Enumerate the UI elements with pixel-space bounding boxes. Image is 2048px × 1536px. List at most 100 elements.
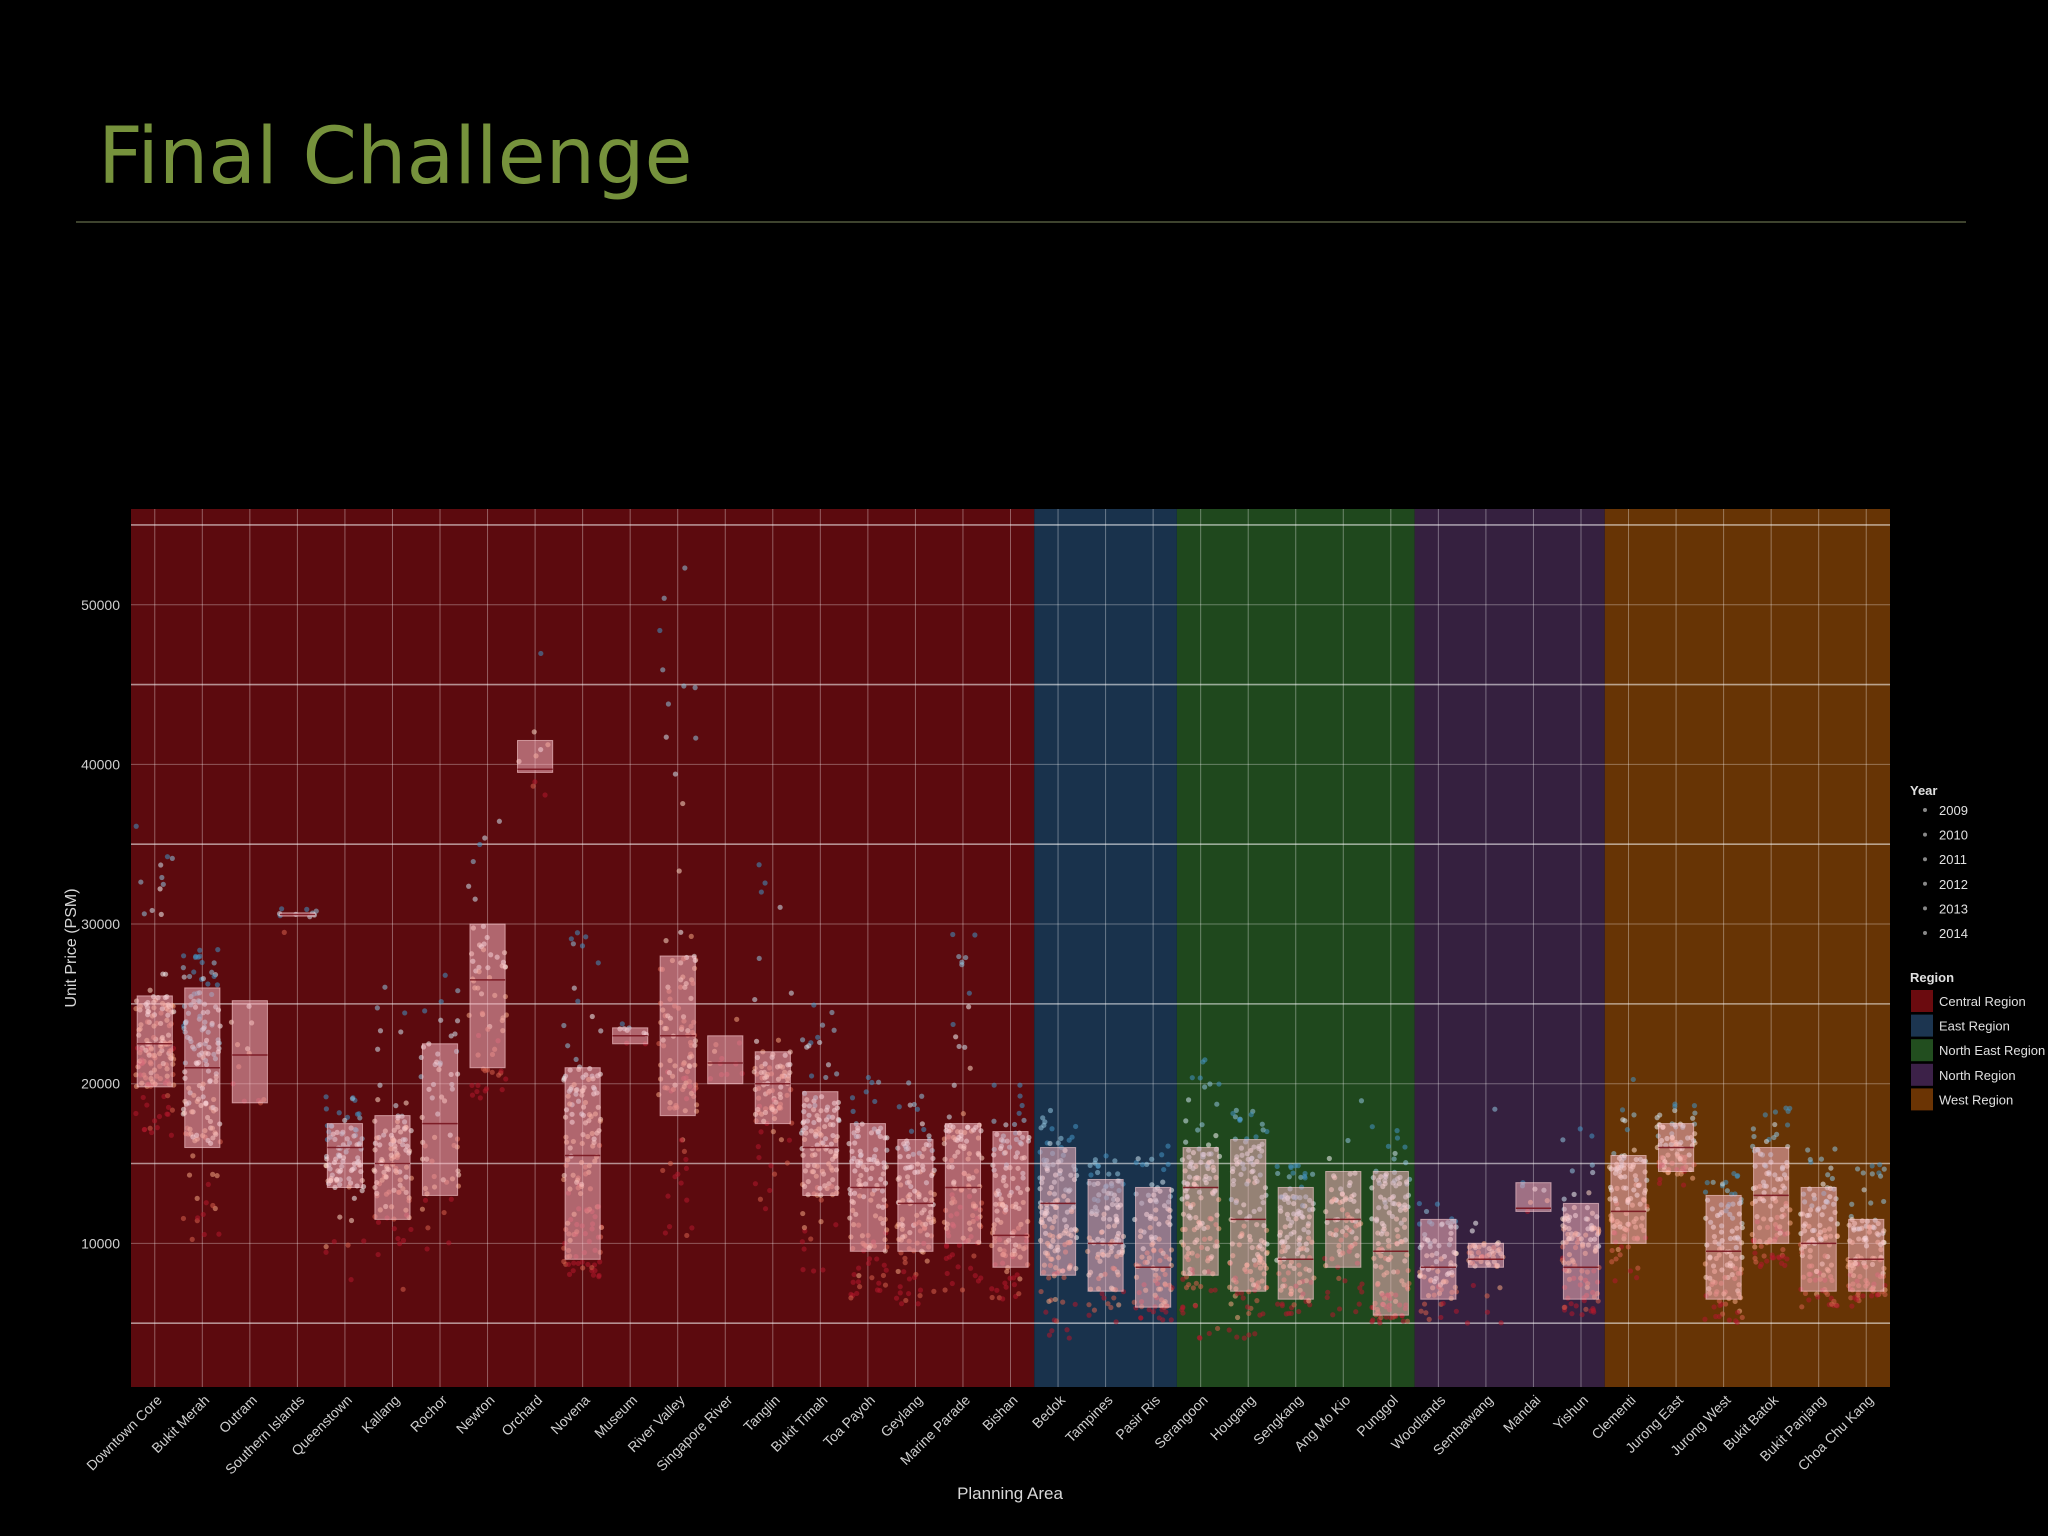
box-iqr (1135, 1186, 1172, 1308)
data-point (470, 858, 476, 865)
box-iqr (1562, 1202, 1600, 1300)
data-point (1828, 1165, 1834, 1171)
data-point (1400, 1318, 1406, 1324)
legend-year-marker (1923, 857, 1927, 862)
data-point (472, 896, 478, 902)
data-point (195, 1215, 201, 1221)
data-point (1726, 1317, 1732, 1323)
data-point (575, 998, 581, 1004)
data-point (144, 1102, 150, 1108)
y-axis: 10000 20000 30000 40000 50000 (81, 597, 120, 1252)
data-point (1772, 1121, 1778, 1128)
data-point (590, 1272, 597, 1278)
data-point (661, 595, 667, 601)
data-point (1228, 1301, 1234, 1307)
data-point (666, 1224, 673, 1230)
data-point (1764, 1258, 1770, 1264)
data-point (484, 1067, 491, 1073)
data-point (1834, 1303, 1840, 1309)
data-point (561, 1022, 567, 1029)
data-point (919, 1121, 925, 1127)
data-point (164, 854, 171, 860)
x-tick-label: Geylang (877, 1392, 925, 1440)
data-point (205, 981, 211, 987)
data-point (1213, 1133, 1219, 1139)
data-point (1290, 1170, 1296, 1176)
box-iqr (1182, 1147, 1219, 1276)
box-iqr (1420, 1218, 1457, 1300)
data-point (917, 1293, 923, 1299)
data-point (924, 1258, 930, 1264)
box-iqr (992, 1131, 1029, 1268)
data-point (597, 1259, 603, 1265)
data-point (966, 990, 972, 996)
data-point (1066, 1335, 1072, 1341)
data-point (1146, 1307, 1152, 1313)
data-point (874, 1287, 881, 1293)
box-iqr (1230, 1139, 1267, 1292)
data-point (159, 874, 165, 881)
data-point (1149, 1156, 1155, 1162)
data-point (1330, 1312, 1336, 1318)
data-point (1678, 1171, 1684, 1177)
data-point (1484, 1293, 1490, 1299)
data-point (1307, 1302, 1313, 1308)
data-point (1246, 1332, 1252, 1338)
data-point (672, 771, 679, 777)
data-point (1200, 1059, 1206, 1065)
data-point (896, 1104, 902, 1110)
data-point (1043, 1309, 1049, 1315)
data-point (818, 1197, 824, 1203)
data-point (1680, 1182, 1687, 1188)
data-point (667, 1160, 674, 1167)
data-point (903, 1297, 909, 1304)
y-axis-title: Unit Price (PSM) (63, 888, 80, 1007)
legend-region-label: North Region (1939, 1068, 2016, 1083)
data-point (1416, 1200, 1422, 1207)
data-point (1388, 1315, 1394, 1321)
data-point (1423, 1208, 1430, 1215)
data-point (688, 933, 694, 939)
data-point (800, 1267, 806, 1273)
data-point (477, 1095, 483, 1101)
data-point (897, 1284, 903, 1290)
data-point (147, 987, 153, 993)
data-point (823, 1074, 829, 1081)
data-point (205, 1181, 211, 1188)
data-point (768, 1163, 774, 1169)
data-point (893, 1295, 900, 1301)
data-point (191, 969, 197, 975)
data-point (1021, 1117, 1027, 1123)
data-point (811, 1002, 817, 1008)
data-point (133, 1110, 139, 1117)
data-point (1630, 1076, 1636, 1083)
data-point (829, 1009, 835, 1016)
data-point (882, 1282, 889, 1288)
data-point (1772, 1109, 1779, 1115)
data-point (1165, 1161, 1171, 1167)
legend-region-label: East Region (1939, 1019, 2010, 1034)
data-point (1011, 1121, 1018, 1128)
data-point (758, 1129, 764, 1135)
data-point (1047, 1140, 1053, 1147)
data-point (850, 1108, 856, 1114)
data-point (1595, 1298, 1601, 1304)
data-point (393, 1103, 399, 1109)
data-point (942, 1287, 948, 1293)
data-point (1253, 1134, 1259, 1140)
box-iqr (374, 1115, 411, 1220)
data-point (1111, 1295, 1117, 1301)
data-point (848, 1295, 854, 1301)
data-point (585, 1261, 591, 1268)
data-point (1116, 1302, 1122, 1308)
data-point (469, 1092, 476, 1098)
data-point (991, 1118, 997, 1124)
data-point (1710, 1179, 1716, 1185)
data-point (496, 818, 502, 824)
data-point (1168, 1317, 1174, 1323)
data-point (1149, 1182, 1155, 1188)
data-point (1060, 1299, 1066, 1305)
data-point (1233, 1107, 1239, 1113)
data-point (757, 1196, 764, 1202)
